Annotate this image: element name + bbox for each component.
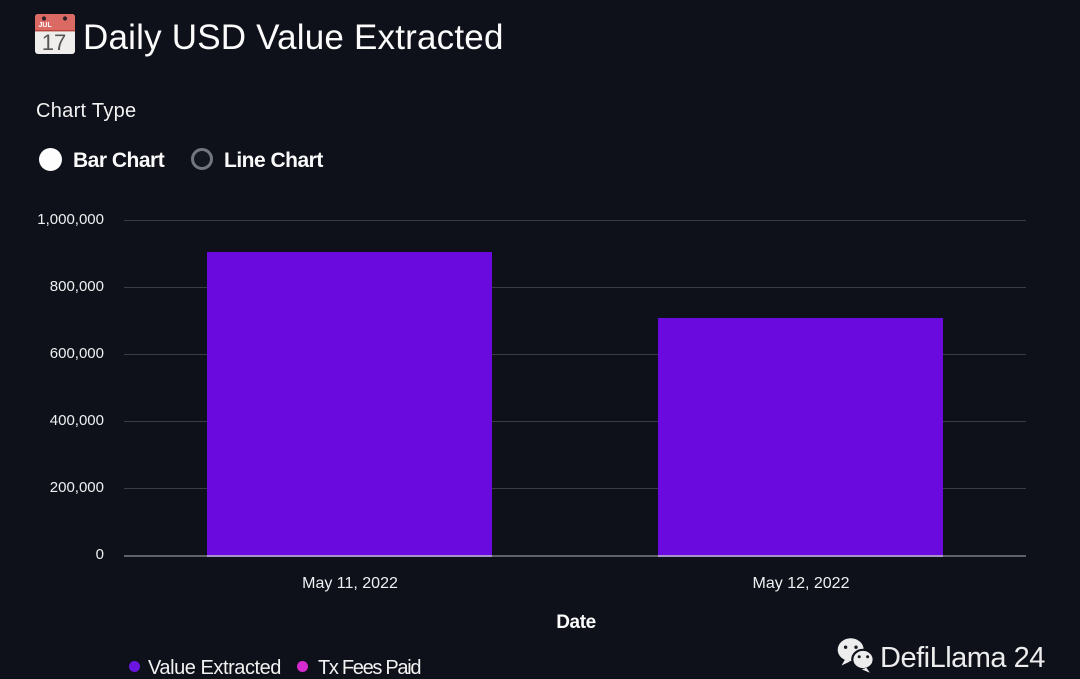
- svg-text:JUL: JUL: [39, 22, 53, 29]
- svg-text:17: 17: [42, 30, 66, 54]
